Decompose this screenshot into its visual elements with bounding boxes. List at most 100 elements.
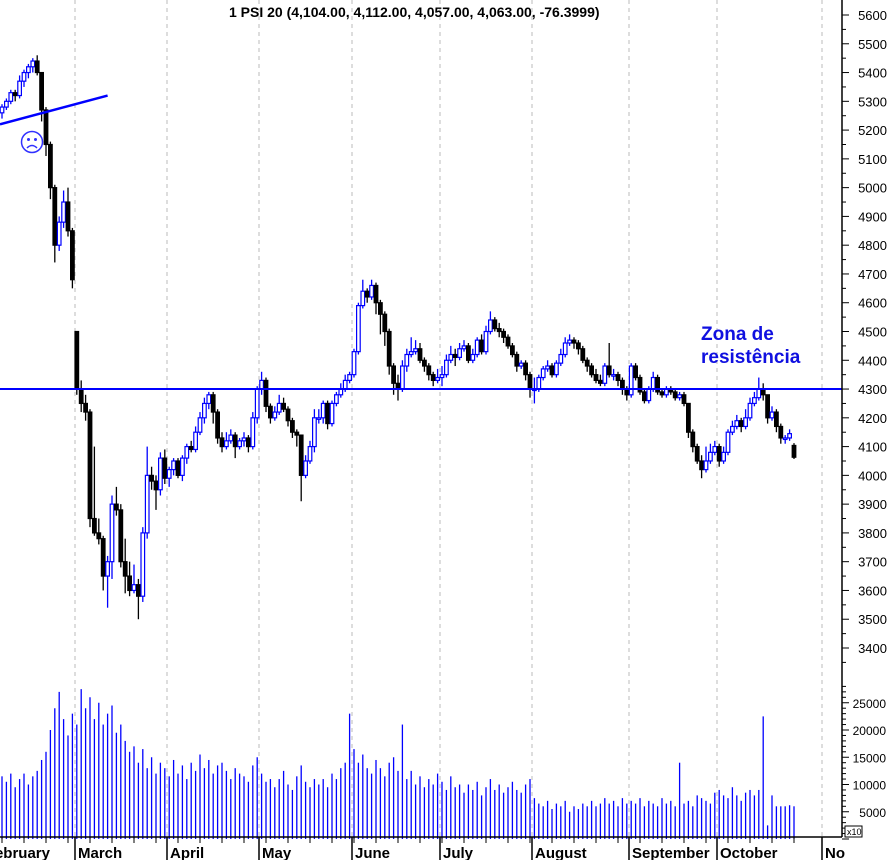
candle-body [404, 353, 410, 367]
candle-body [8, 92, 14, 102]
candle [149, 466, 155, 490]
candle [474, 337, 480, 358]
candle-body [444, 359, 449, 376]
candle-body [61, 201, 66, 223]
candle-body [580, 348, 586, 361]
candle [457, 343, 462, 361]
candle [712, 440, 718, 456]
candle [637, 374, 643, 395]
volume-tick-label: 5000 [859, 806, 886, 820]
candle-body [316, 417, 322, 420]
candle-body [562, 342, 568, 356]
candle [435, 368, 440, 384]
candle-body [268, 405, 273, 419]
candle [96, 518, 102, 545]
candle [268, 403, 273, 424]
candle [320, 400, 326, 424]
candle-body [351, 351, 357, 376]
candle-body [12, 92, 18, 97]
candle-body [413, 348, 418, 353]
candle-body [34, 60, 40, 74]
candle-body [378, 302, 383, 315]
y-tick-label: 3400 [858, 641, 887, 656]
candle-body [567, 339, 572, 344]
y-tick-label: 5400 [858, 66, 887, 81]
candle [232, 432, 238, 459]
candle [65, 187, 71, 237]
candle-body [263, 379, 269, 407]
candle [228, 429, 234, 444]
volume-tick-label: 10000 [853, 779, 887, 793]
candle-body [294, 431, 300, 436]
candle [685, 402, 691, 438]
candle [360, 279, 366, 309]
candle [699, 455, 704, 479]
frowning-face-icon [20, 130, 44, 154]
candle-body [320, 402, 326, 419]
candle [316, 409, 322, 424]
candle-body [303, 460, 308, 476]
candle-body [483, 330, 489, 353]
candle-body [470, 353, 476, 361]
candle [188, 440, 194, 453]
candle-body [26, 66, 31, 74]
candle [606, 343, 612, 378]
candle-body [298, 434, 304, 476]
candle [136, 578, 141, 620]
candle [738, 417, 744, 433]
candle [540, 366, 546, 381]
candle [527, 371, 533, 398]
candle-body [140, 532, 146, 597]
candle [303, 455, 308, 479]
candle-body [765, 394, 770, 419]
candle [769, 406, 775, 421]
candle-body [430, 374, 436, 382]
candle-body [193, 431, 199, 451]
candle-body [549, 365, 555, 376]
candle [668, 386, 674, 395]
y-tick-label: 3900 [858, 497, 887, 512]
y-tick-label: 5200 [858, 123, 887, 138]
candle-body [721, 451, 726, 462]
y-tick-label: 3800 [858, 526, 887, 541]
candle-body [113, 503, 119, 511]
candle [760, 383, 766, 401]
candle [351, 348, 357, 378]
candle [153, 475, 159, 510]
volume-bars [1, 689, 795, 839]
candle-body [716, 445, 722, 462]
candle [259, 371, 264, 395]
candle [703, 446, 709, 473]
candle-body [180, 457, 185, 476]
candle [356, 302, 361, 355]
candle-body [694, 445, 700, 462]
candle [659, 389, 665, 398]
candle-body [52, 187, 58, 246]
candle [716, 443, 722, 467]
candle-body [206, 394, 212, 405]
candle [391, 363, 396, 395]
candle-body [369, 284, 374, 298]
candle [729, 420, 735, 436]
candle [545, 360, 550, 372]
month-label: No [825, 845, 845, 860]
candle-body [602, 365, 608, 384]
candle [52, 184, 58, 263]
candle-body [615, 374, 621, 382]
candle-body [426, 365, 432, 376]
candle [615, 371, 621, 387]
candle-body [791, 444, 797, 458]
candle-body [589, 365, 594, 376]
candle [338, 383, 344, 398]
candle-body [276, 402, 282, 413]
candle-body [166, 469, 172, 479]
candle-body [725, 431, 731, 453]
candle [210, 391, 216, 424]
candle [782, 435, 788, 444]
month-label: March [78, 845, 122, 860]
candle-body [232, 434, 238, 448]
candle [395, 374, 401, 401]
candle-body [259, 379, 264, 390]
month-gridlines [74, 0, 823, 837]
